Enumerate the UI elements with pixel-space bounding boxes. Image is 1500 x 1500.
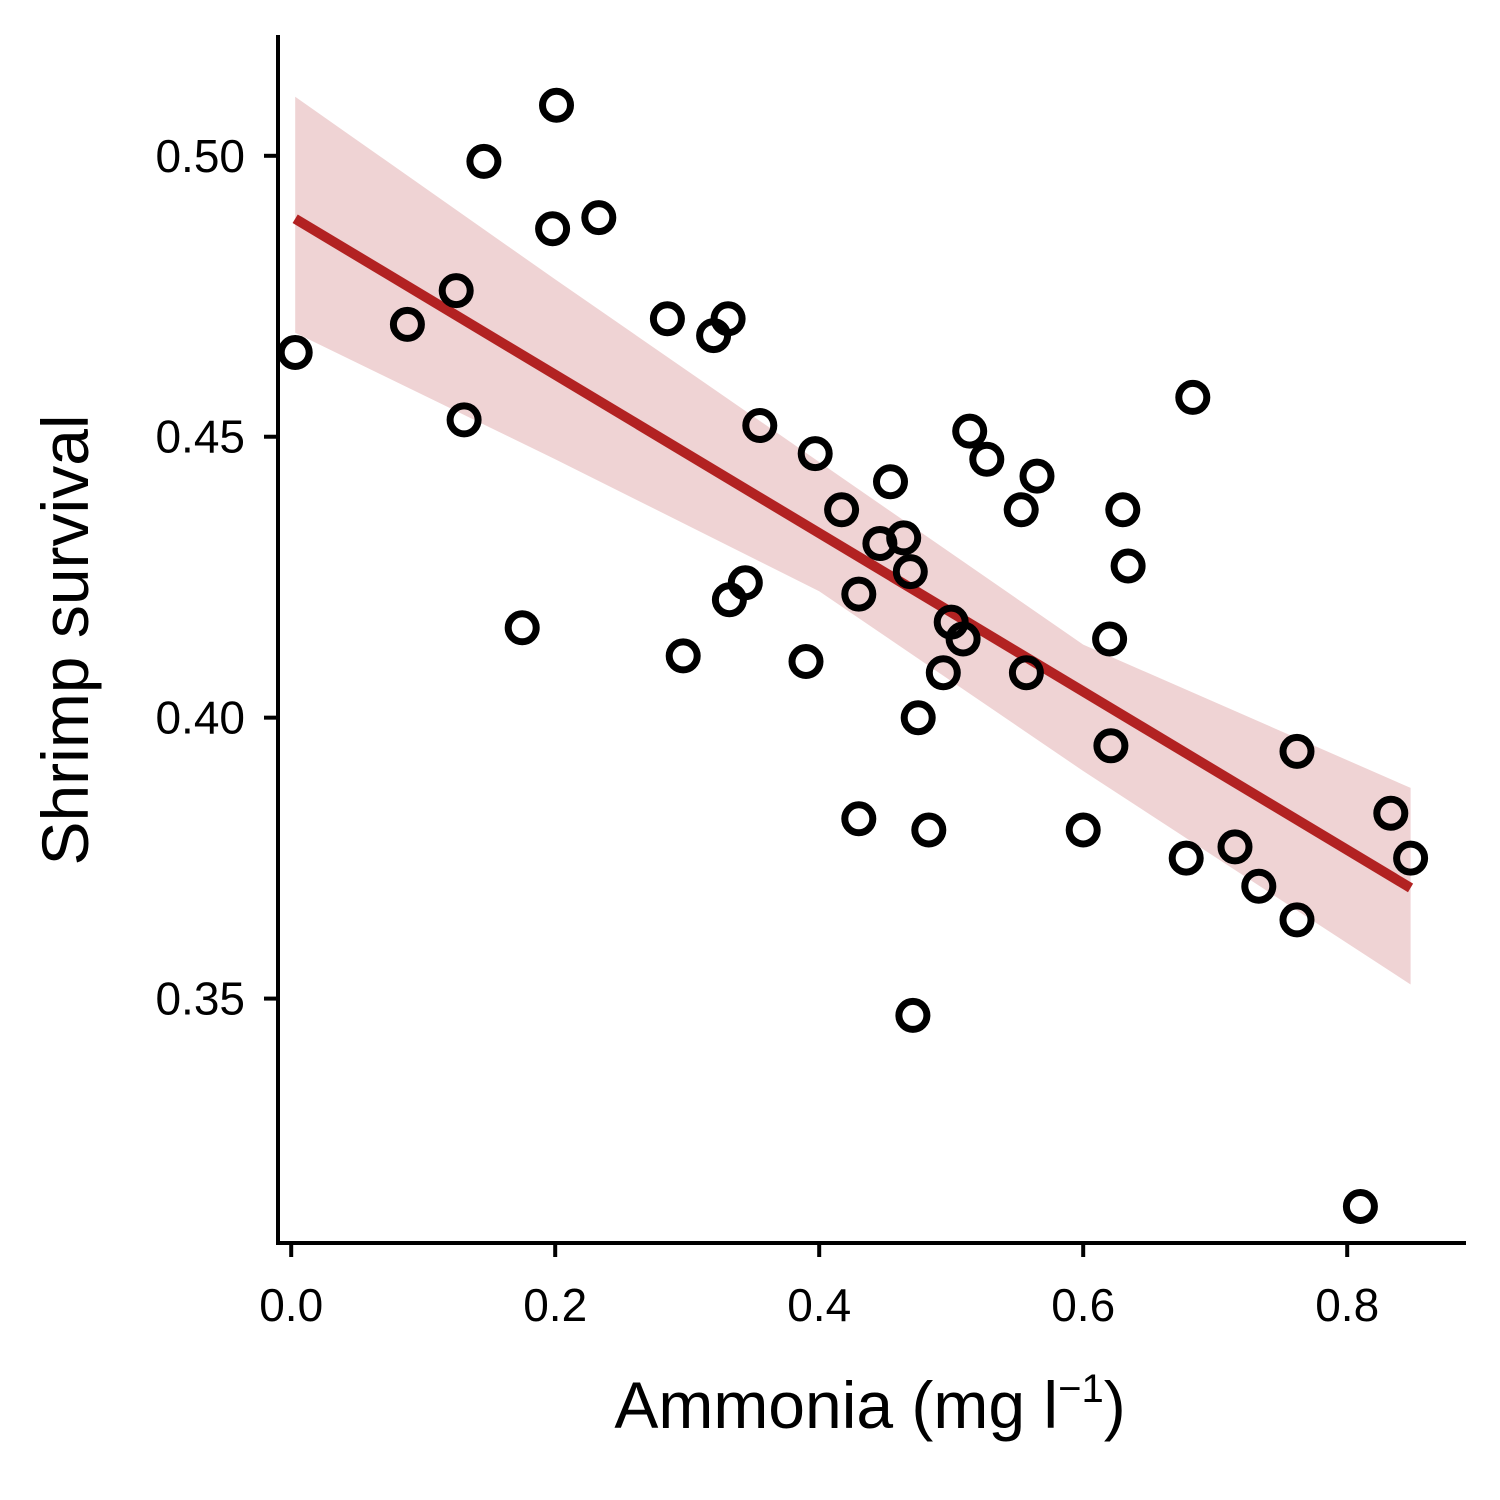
x-axis-title-unit-exponent: −1 — [1058, 1367, 1104, 1411]
x-tick-label: 0.8 — [1315, 1279, 1379, 1331]
data-point — [1279, 902, 1315, 938]
y-tick-label: 0.50 — [155, 130, 245, 182]
data-point — [1093, 728, 1129, 764]
confidence-band-layer — [295, 96, 1411, 985]
data-point — [824, 492, 860, 528]
fit-line-layer — [292, 214, 1414, 893]
confidence-band — [295, 96, 1411, 985]
data-point — [969, 441, 1005, 477]
y-axis-title: Shrimp survival — [28, 414, 102, 865]
data-point — [873, 464, 908, 500]
data-point — [952, 413, 988, 449]
data-point — [1279, 733, 1315, 769]
data-point — [900, 700, 936, 736]
data-point — [1373, 795, 1409, 831]
data-point — [710, 301, 746, 337]
data-point — [1003, 492, 1039, 528]
regression-line — [292, 214, 1414, 893]
data-point — [665, 638, 701, 674]
data-point — [925, 655, 961, 691]
data-point — [797, 436, 833, 472]
data-points-layer — [277, 87, 1429, 1224]
data-point — [1065, 812, 1101, 848]
data-point — [1092, 621, 1128, 657]
data-point — [389, 306, 425, 342]
data-point — [466, 143, 502, 179]
data-point — [1175, 379, 1211, 415]
data-point — [895, 997, 931, 1033]
data-point — [1241, 868, 1277, 904]
x-axis-title-unit-close: ) — [1104, 1368, 1126, 1442]
axes-layer — [276, 35, 1466, 1245]
data-point — [886, 520, 922, 556]
y-tick-label: 0.45 — [155, 411, 245, 463]
x-tick-label: 0.4 — [787, 1279, 851, 1331]
x-tick-label: 0.2 — [523, 1279, 587, 1331]
x-axis-title-unit: (mg l — [893, 1368, 1058, 1442]
data-point — [1019, 458, 1055, 494]
data-point — [438, 273, 474, 309]
data-point — [1105, 492, 1141, 528]
data-point — [1393, 840, 1429, 876]
x-tick-label: 0.0 — [259, 1279, 323, 1331]
y-tick-label: 0.35 — [155, 973, 245, 1025]
data-point — [945, 621, 981, 657]
data-point — [788, 644, 824, 679]
data-point — [539, 87, 574, 123]
y-tick-label: 0.40 — [155, 692, 245, 744]
data-point — [911, 812, 947, 848]
data-point — [504, 610, 540, 646]
data-point — [1217, 829, 1253, 865]
data-point — [446, 402, 482, 438]
data-point — [892, 554, 928, 590]
data-point — [277, 335, 313, 370]
data-point — [841, 801, 877, 837]
x-tick-label: 0.6 — [1051, 1279, 1115, 1331]
data-point — [742, 408, 778, 443]
data-point — [1168, 840, 1204, 876]
x-axis-title: Ammonia (mg l−1) — [614, 1367, 1125, 1442]
data-point — [727, 565, 763, 601]
data-point — [649, 301, 685, 337]
data-point — [1008, 655, 1044, 691]
data-point — [1110, 548, 1146, 584]
data-point — [535, 211, 571, 247]
x-ticks-layer: 0.0 0.2 0.4 0.6 0.8 — [259, 1243, 1379, 1331]
y-ticks-layer: 0.35 0.40 0.45 0.50 — [155, 130, 278, 1025]
data-point — [581, 200, 617, 236]
x-axis-title-main: Ammonia — [614, 1368, 893, 1442]
data-point — [1342, 1189, 1378, 1224]
data-point — [841, 576, 877, 612]
